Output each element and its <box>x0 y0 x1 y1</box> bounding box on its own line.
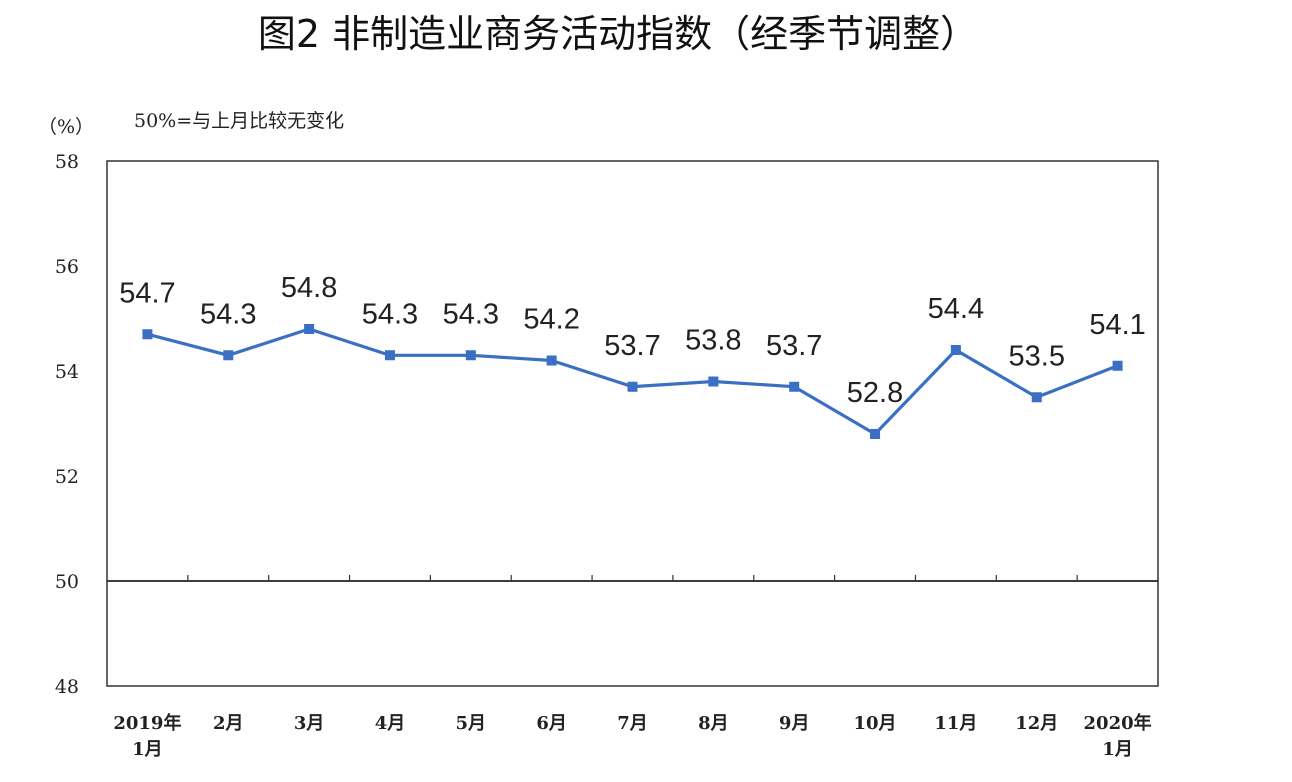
data-label: 54.3 <box>362 298 418 330</box>
data-point <box>142 329 153 340</box>
series-points <box>142 324 1123 439</box>
data-label: 54.7 <box>119 277 175 309</box>
x-tick-label: 2020年 <box>1084 712 1152 734</box>
x-tick-label: 8月 <box>698 713 729 734</box>
x-tick-label: 5月 <box>456 713 487 734</box>
x-tick-label: 4月 <box>375 713 406 734</box>
x-tick-label: 9月 <box>779 713 810 734</box>
x-tick-label: 11月 <box>934 713 977 734</box>
x-tick-label: 3月 <box>294 713 325 734</box>
x-tick-label: 6月 <box>536 713 567 734</box>
chart-title: 图2 非制造业商务活动指数（经季节调整） <box>258 12 978 56</box>
x-tick-label: 7月 <box>617 713 648 734</box>
data-point <box>546 355 557 366</box>
data-label: 53.8 <box>685 325 741 357</box>
data-point <box>304 324 315 334</box>
data-point <box>465 350 476 361</box>
y-tick-labels: 58 56 54 52 50 48 <box>55 151 79 698</box>
x-tick-label: 12月 <box>1015 713 1058 734</box>
data-label: 52.8 <box>847 377 903 409</box>
data-label: 53.7 <box>766 330 822 362</box>
y-tick-label: 52 <box>55 466 79 488</box>
data-point <box>950 345 961 355</box>
data-point <box>1031 392 1042 403</box>
y-tick-label: 50 <box>55 571 79 593</box>
data-label: 54.3 <box>200 298 256 330</box>
data-label: 54.4 <box>928 293 984 325</box>
data-point <box>789 381 800 392</box>
data-label: 54.8 <box>281 272 337 304</box>
y-axis-unit-label: （%） <box>38 116 94 138</box>
data-point <box>627 381 638 392</box>
y-tick-label: 48 <box>55 676 79 698</box>
x-tick-marks <box>187 575 1078 581</box>
reference-note: 50%=与上月比较无变化 <box>134 110 344 132</box>
data-label: 54.3 <box>443 298 499 330</box>
x-tick-label: 1月 <box>1102 739 1133 760</box>
y-tick-label: 58 <box>55 151 79 173</box>
data-label: 53.7 <box>604 330 660 362</box>
x-tick-labels: 2019年 1月 2月 3月 4月 5月 6月 7月 8月 9月 10月 11月 12月 2020年 1月 <box>113 712 1151 760</box>
data-label: 54.2 <box>523 304 579 336</box>
data-point <box>870 429 881 439</box>
data-point <box>708 376 719 387</box>
y-tick-label: 54 <box>55 361 79 383</box>
x-tick-label: 1月 <box>132 739 163 760</box>
y-tick-label: 56 <box>55 256 79 278</box>
data-point <box>1112 360 1123 371</box>
x-tick-label: 10月 <box>854 713 897 734</box>
plot-frame <box>106 160 1159 687</box>
x-tick-label: 2月 <box>213 713 244 734</box>
data-label: 53.5 <box>1009 340 1065 372</box>
data-point <box>223 350 234 361</box>
data-point <box>384 350 395 361</box>
data-labels: 54.7 54.3 54.8 54.3 54.3 54.2 53.7 53.8 53.7 52.8… <box>119 272 1146 409</box>
data-label: 54.1 <box>1089 309 1145 341</box>
x-tick-label: 2019年 <box>113 712 181 734</box>
